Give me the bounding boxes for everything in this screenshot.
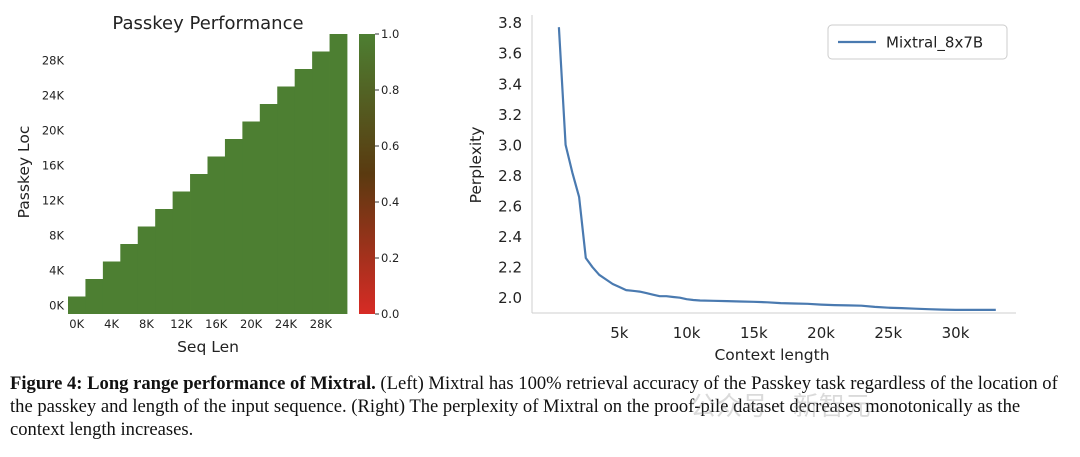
heatmap-cell-col-8 bbox=[207, 156, 226, 314]
line-y-tick-label: 2.6 bbox=[498, 198, 522, 216]
figure-caption: Figure 4: Long range performance of Mixt… bbox=[10, 372, 1072, 441]
line-x-tick-label: 10k bbox=[673, 324, 701, 342]
heatmap-cell-col-1 bbox=[85, 279, 104, 314]
heatmap-cell-col-14 bbox=[312, 51, 330, 314]
line-x-tick-label: 20k bbox=[807, 324, 835, 342]
series-line-mixtral bbox=[557, 27, 996, 311]
heatmap-cells bbox=[68, 34, 348, 314]
heatmap-cell-col-12 bbox=[277, 86, 296, 314]
perplexity-line-chart: 2.0 2.2 2.4 2.6 2.8 3.0 3.2 3.4 3.6 3.8 5k 10k 15k 2… bbox=[467, 14, 1016, 364]
heatmap-x-tick-label: 16K bbox=[205, 317, 228, 331]
heatmap-y-tick-label: 20K bbox=[42, 123, 65, 137]
heatmap-x-tick-label: 0K bbox=[69, 317, 84, 331]
heatmap-cell-col-11 bbox=[259, 104, 278, 314]
colorbar-tick-label: 0.6 bbox=[381, 139, 399, 153]
heatmap-cell-col-15 bbox=[329, 34, 348, 314]
heatmap-cell-col-2 bbox=[102, 261, 121, 314]
caption-text: (Left) Mixtral has 100% retrieval accura… bbox=[10, 373, 1058, 440]
heatmap-y-tick-label: 0K bbox=[49, 298, 64, 312]
colorbar-ticks: 0.0 0.2 0.4 0.6 0.8 1.0 bbox=[375, 27, 399, 321]
heatmap-cell-col-5 bbox=[155, 209, 174, 314]
line-y-tick-label: 2.8 bbox=[498, 167, 522, 185]
line-y-axis-label: Perplexity bbox=[467, 127, 485, 204]
heatmap-y-ticks: 0K 4K 8K 12K 16K 20K 24K 28K bbox=[42, 53, 65, 312]
heatmap-y-tick-label: 4K bbox=[49, 263, 64, 277]
line-y-tick-label: 2.2 bbox=[498, 259, 522, 277]
legend-label: Mixtral_8x7B bbox=[886, 34, 983, 53]
line-x-tick-label: 5k bbox=[610, 324, 629, 342]
heatmap-x-ticks: 0K 4K 8K 12K 16K 20K 24K 28K bbox=[69, 317, 332, 331]
line-x-tick-label: 30k bbox=[942, 324, 970, 342]
caption-label: Figure 4: Long range performance of Mixt… bbox=[10, 373, 376, 394]
heatmap-cell-col-6 bbox=[172, 191, 191, 314]
line-y-tick-label: 3.2 bbox=[498, 106, 522, 124]
heatmap-title: Passkey Performance bbox=[112, 13, 303, 34]
heatmap-y-tick-label: 16K bbox=[42, 158, 65, 172]
heatmap-x-tick-label: 28K bbox=[310, 317, 333, 331]
heatmap-cell-col-4 bbox=[137, 226, 156, 314]
line-y-ticks: 2.0 2.2 2.4 2.6 2.8 3.0 3.2 3.4 3.6 3.8 bbox=[498, 14, 522, 307]
heatmap-x-tick-label: 24K bbox=[275, 317, 298, 331]
heatmap-cell-col-9 bbox=[224, 139, 243, 314]
line-x-ticks: 5k 10k 15k 20k 25k 30k bbox=[610, 324, 969, 342]
line-y-tick-label: 2.0 bbox=[498, 289, 522, 307]
line-y-tick-label: 3.8 bbox=[498, 14, 522, 32]
heatmap-x-tick-label: 12K bbox=[170, 317, 193, 331]
heatmap-y-tick-label: 8K bbox=[49, 228, 64, 242]
colorbar-tick-label: 0.0 bbox=[381, 307, 399, 321]
line-y-tick-label: 3.6 bbox=[498, 45, 522, 63]
colorbar bbox=[359, 34, 375, 314]
heatmap-x-tick-label: 4K bbox=[104, 317, 119, 331]
colorbar-tick-label: 0.2 bbox=[381, 251, 399, 265]
heatmap-cell-col-0 bbox=[68, 296, 86, 314]
heatmap-cell-col-10 bbox=[242, 121, 261, 314]
line-x-axis-label: Context length bbox=[714, 346, 829, 364]
heatmap-y-axis-label: Passkey Loc bbox=[15, 126, 33, 219]
colorbar-tick-label: 1.0 bbox=[381, 27, 399, 41]
heatmap-x-axis-label: Seq Len bbox=[177, 338, 239, 356]
line-y-tick-label: 3.4 bbox=[498, 75, 522, 93]
line-y-tick-label: 2.4 bbox=[498, 228, 522, 246]
heatmap-x-tick-label: 8K bbox=[139, 317, 154, 331]
heatmap-cell-col-13 bbox=[294, 69, 313, 314]
heatmap-cell-col-3 bbox=[120, 244, 139, 314]
colorbar-tick-label: 0.4 bbox=[381, 195, 399, 209]
heatmap-y-tick-label: 24K bbox=[42, 88, 65, 102]
line-y-tick-label: 3.0 bbox=[498, 136, 522, 154]
heatmap-cell-col-7 bbox=[190, 174, 208, 314]
heatmap-y-tick-label: 28K bbox=[42, 53, 65, 67]
legend: Mixtral_8x7B bbox=[827, 24, 1008, 60]
line-x-tick-label: 15k bbox=[740, 324, 768, 342]
heatmap-x-tick-label: 20K bbox=[240, 317, 263, 331]
colorbar-tick-label: 0.8 bbox=[381, 83, 399, 97]
line-x-tick-label: 25k bbox=[874, 324, 902, 342]
passkey-heatmap-chart: Passkey Performance 0K 4K 8K 12K 16K 20K 24K 28… bbox=[15, 13, 399, 356]
heatmap-y-tick-label: 12K bbox=[42, 193, 65, 207]
